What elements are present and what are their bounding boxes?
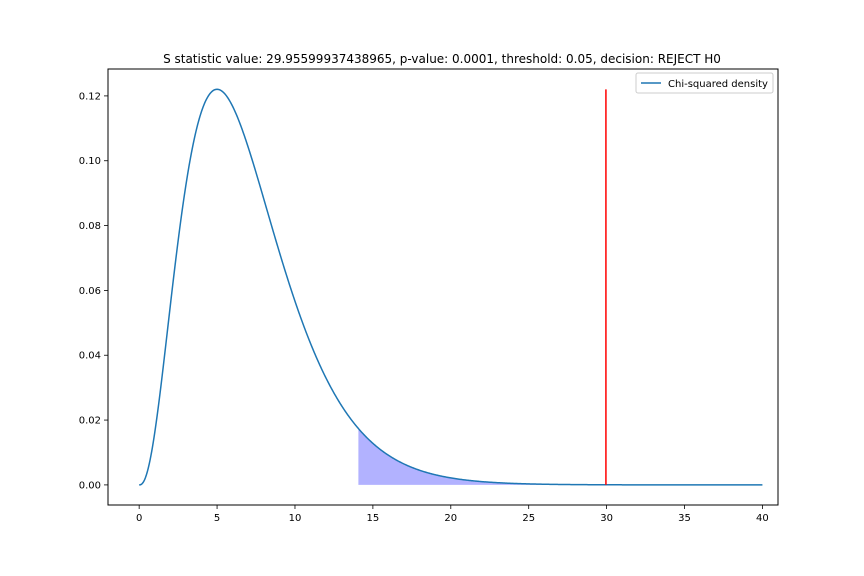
y-tick-label: 0.02 [79, 416, 101, 427]
y-axis: 0.00 0.02 0.04 0.06 0.08 0.10 0.12 [79, 91, 108, 491]
x-tick-label: 0 [136, 513, 142, 524]
x-tick-label: 40 [756, 513, 769, 524]
x-tick-label: 15 [367, 513, 380, 524]
x-tick-label: 10 [289, 513, 302, 524]
y-tick-label: 0.10 [79, 156, 101, 167]
x-tick-label: 20 [444, 513, 457, 524]
axes-frame [107, 68, 779, 506]
y-tick-label: 0.04 [79, 351, 101, 362]
x-tick-label: 5 [214, 513, 220, 524]
legend-box [635, 72, 774, 94]
y-tick-label: 0.00 [79, 480, 101, 491]
legend: Chi-squared density [635, 72, 774, 94]
chart-title: S statistic value: 29.95599937438965, p-… [163, 52, 721, 66]
y-tick-label: 0.08 [79, 221, 101, 232]
legend-label: Chi-squared density [668, 79, 768, 90]
x-tick-label: 25 [522, 513, 535, 524]
x-tick-label: 30 [600, 513, 613, 524]
x-axis: 0 5 10 15 20 25 30 35 40 [136, 505, 769, 524]
y-tick-label: 0.12 [79, 91, 101, 102]
plot-area [139, 88, 763, 486]
shaded-rejection-region [358, 428, 763, 485]
x-tick-label: 35 [678, 513, 691, 524]
y-tick-label: 0.06 [79, 286, 101, 297]
series-line-chi-squared-density [139, 88, 763, 486]
